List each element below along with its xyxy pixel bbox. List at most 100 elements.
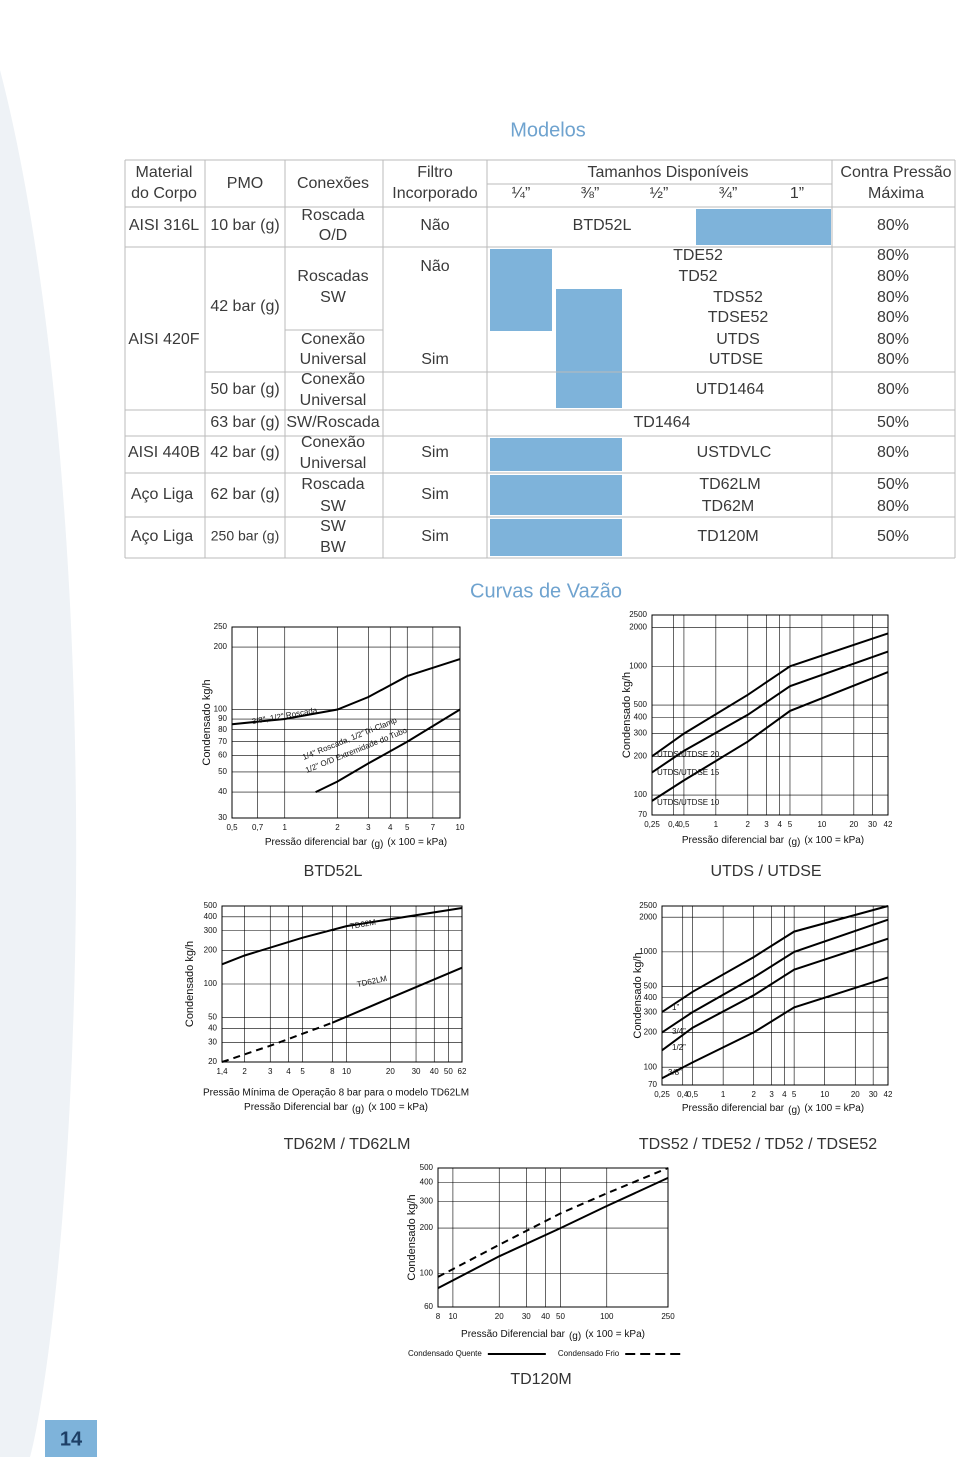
- y-tick-label: 400: [634, 713, 648, 722]
- pmo: 63 bar (g): [210, 414, 279, 431]
- curve: [651, 650, 889, 774]
- connection: SW: [320, 289, 347, 306]
- filter: Sim: [421, 351, 449, 368]
- x-tick-label: 40: [430, 1067, 439, 1076]
- filter: Sim: [421, 528, 449, 545]
- y-tick-label: 200: [214, 642, 228, 651]
- page-number-box: [45, 1420, 97, 1457]
- model: TDE52: [673, 247, 723, 264]
- x-axis-label-part: (g): [788, 837, 800, 848]
- x-tick-label: 1: [714, 820, 719, 829]
- x-tick-label: 2: [746, 820, 751, 829]
- x-tick-label: 3: [366, 823, 371, 832]
- model: TDSE52: [708, 309, 769, 326]
- x-axis-label: Pressão diferencial bar (g) (x 100 = kPa): [682, 835, 864, 848]
- x-tick-label: 10: [456, 823, 465, 832]
- connection: Universal: [300, 392, 367, 409]
- x-tick-label: 5: [300, 1067, 305, 1076]
- x-axis-label-part: Pressão Diferencial bar: [244, 1102, 349, 1113]
- header: Tamanhos Disponíveis: [588, 164, 749, 181]
- y-tick-label: 500: [420, 1163, 434, 1172]
- x-tick-label: 5: [792, 1090, 797, 1099]
- filter: Sim: [421, 486, 449, 503]
- filter: Não: [420, 217, 449, 234]
- model: TD62LM: [699, 476, 760, 493]
- x-axis-note: Pressão Mínima de Operação 8 bar para o …: [203, 1088, 469, 1099]
- x-axis-label: Pressão diferencial bar (g) (x 100 = kPa): [682, 1103, 864, 1116]
- x-axis-label-part: Pressão Diferencial bar: [461, 1329, 566, 1340]
- y-axis-label: Condensado kg/h: [406, 1194, 418, 1280]
- curve: [315, 708, 461, 794]
- x-tick-label: 5: [405, 823, 410, 832]
- x-tick-label: 62: [458, 1067, 467, 1076]
- back-pressure: 80%: [877, 247, 909, 264]
- curve-label: 3/4”: [672, 1027, 686, 1036]
- y-tick-label: 200: [204, 946, 218, 955]
- curve: [437, 1176, 669, 1289]
- curve-label: 1/2”: [672, 1043, 686, 1052]
- x-tick-label: 0,5: [687, 1090, 699, 1099]
- y-axis-label: Condensado kg/h: [621, 672, 633, 758]
- y-tick-label: 200: [644, 1028, 658, 1037]
- connection: SW: [320, 518, 347, 535]
- size-cell: [696, 209, 831, 245]
- y-tick-label: 2500: [639, 901, 657, 910]
- y-tick-label: 70: [648, 1080, 657, 1089]
- y-tick-label: 500: [644, 982, 658, 991]
- back-pressure: 80%: [877, 498, 909, 515]
- x-tick-label: 30: [868, 820, 877, 829]
- x-tick-label: 5: [788, 820, 793, 829]
- x-tick-label: 250: [661, 1312, 675, 1321]
- curve: [651, 671, 889, 802]
- material: AISI 440B: [128, 444, 200, 461]
- y-axis-label: Condensado kg/h: [201, 679, 213, 765]
- connection: SW: [320, 498, 347, 515]
- y-tick-label: 50: [218, 767, 227, 776]
- x-tick-label: 1: [283, 823, 288, 832]
- material: AISI 316L: [129, 217, 199, 234]
- pmo: 42 bar (g): [210, 444, 279, 461]
- y-tick-label: 30: [208, 1037, 217, 1046]
- y-tick-label: 200: [420, 1223, 434, 1232]
- back-pressure: 80%: [877, 268, 909, 285]
- material: Aço Liga: [131, 486, 193, 503]
- curve-label: TD62M: [349, 918, 377, 931]
- size: ½”: [650, 185, 669, 202]
- x-tick-label: 20: [495, 1312, 504, 1321]
- x-tick-label: 10: [817, 820, 826, 829]
- table-lines: [124, 159, 956, 559]
- filter: Sim: [421, 444, 449, 461]
- connection: Conexão: [301, 371, 365, 388]
- y-tick-label: 400: [420, 1178, 434, 1187]
- connection: Universal: [300, 455, 367, 472]
- back-pressure: 80%: [877, 309, 909, 326]
- y-tick-label: 100: [634, 790, 648, 799]
- model: USTDVLC: [697, 444, 772, 461]
- y-tick-label: 60: [218, 751, 227, 760]
- header: Incorporado: [392, 185, 477, 202]
- y-axis-label: Condensado kg/h: [184, 941, 196, 1027]
- x-tick-label: 10: [820, 1090, 829, 1099]
- size-cell: [490, 438, 622, 471]
- y-tick-label: 500: [634, 700, 648, 709]
- y-tick-label: 400: [204, 912, 218, 921]
- x-axis-label-part: Pressão diferencial bar: [265, 837, 368, 848]
- back-pressure: 80%: [877, 351, 909, 368]
- x-axis-label-part: (g): [569, 1331, 581, 1342]
- x-tick-label: 0,5: [226, 823, 238, 832]
- x-tick-label: 0,4: [668, 820, 680, 829]
- x-tick-label: 50: [444, 1067, 453, 1076]
- legend-label: Condensado Frio: [558, 1349, 620, 1358]
- y-tick-label: 100: [204, 979, 218, 988]
- x-axis-label-part: Pressão diferencial bar: [682, 1103, 785, 1114]
- model: BTD52L: [573, 217, 632, 234]
- material: Aço Liga: [131, 528, 193, 545]
- curve: [661, 918, 889, 1034]
- x-tick-label: 2: [242, 1067, 247, 1076]
- legend-label: Condensado Quente: [408, 1349, 482, 1358]
- x-tick-label: 0,5: [678, 820, 690, 829]
- chart-title: TD62M / TD62LM: [284, 1136, 411, 1153]
- x-tick-label: 40: [541, 1312, 550, 1321]
